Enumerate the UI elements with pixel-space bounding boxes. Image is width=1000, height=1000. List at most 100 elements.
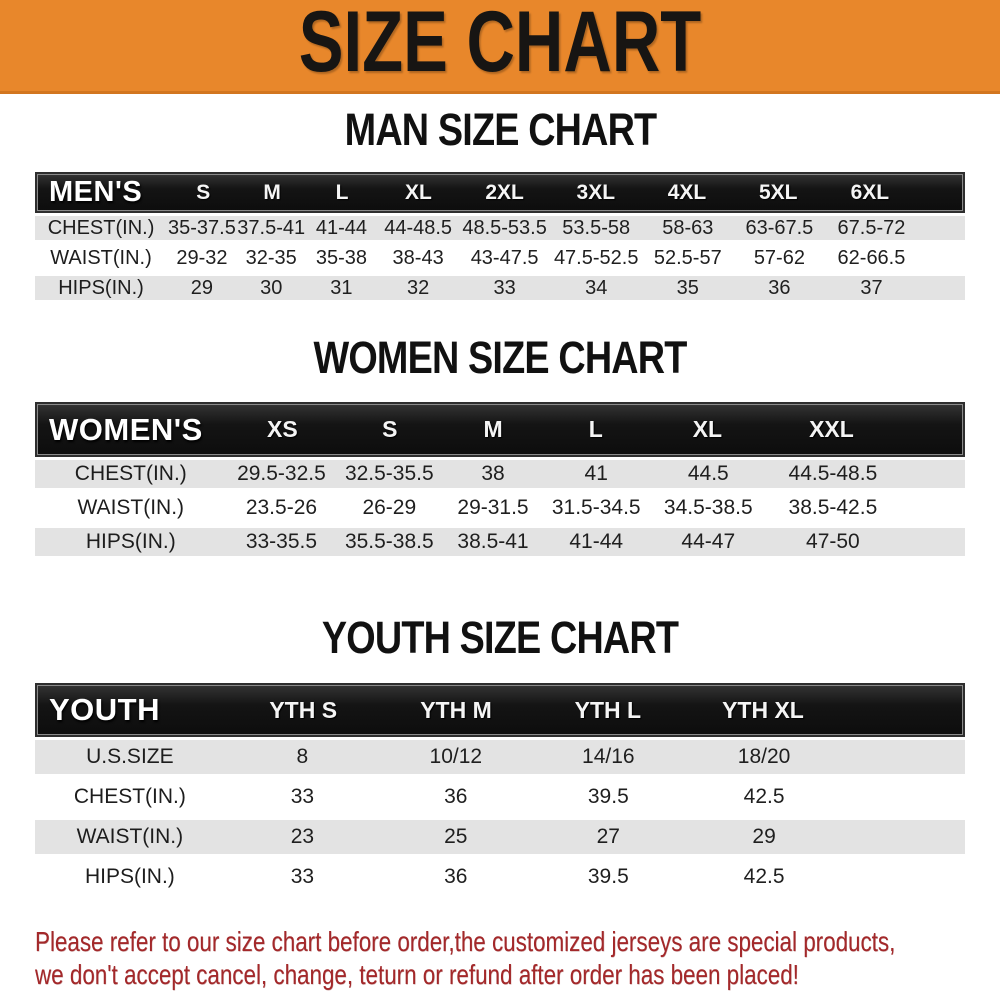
women-size-table: WOMEN'S XS S M L XL XXL CHEST(IN.) 29.5-32.5 32.5… [35,402,965,559]
size-value-cell: 34 [585,276,608,299]
size-value-cell: 18/20 [737,745,791,768]
order-notice-line-1: Please refer to our size chart before or… [35,926,896,957]
table-header-bar: MEN'S S M L XL 2XL 3XL 4XL 5XL 6XL [35,172,965,213]
table-row: HIPS(IN.) 33 36 39.5 42.5 [35,857,965,897]
banner-title: SIZE CHART [298,0,702,90]
size-column-header: M [483,416,503,442]
size-value-cell: 35-38 [315,246,367,269]
youth-size-chart-heading: YOUTH SIZE CHART [0,612,1000,663]
row-label: HIPS(IN.) [85,530,176,553]
size-value-cell: 36 [768,276,791,299]
table-row: HIPS(IN.) 33-35.5 35.5-38.5 38.5-41 41-44 44-… [35,525,965,559]
size-column-header: YTH S [269,696,338,723]
row-label: CHEST(IN.) [74,462,187,485]
women-heading-text: WOMEN SIZE CHART [313,332,688,383]
size-column-header: XS [267,416,298,442]
size-value-cell: 25 [444,825,468,848]
size-value-cell: 23 [290,825,315,848]
youth-size-table: YOUTH YTH S YTH M YTH L YTH XL U.S.SIZE 8 10/12… [35,683,965,897]
table-corner-label: YOUTH [49,692,160,727]
size-value-cell: 35 [676,276,699,299]
size-column-header: 6XL [850,180,890,204]
man-size-chart-heading: MAN SIZE CHART [0,104,1000,155]
size-value-cell: 27 [596,825,620,848]
size-value-cell: 33 [290,865,315,888]
table-row: CHEST(IN.) 29.5-32.5 32.5-35.5 38 41 44.5 44.5… [35,457,965,491]
man-heading-text: MAN SIZE CHART [344,104,656,155]
size-value-cell: 57-62 [753,246,805,269]
table-row: WAIST(IN.) 23.5-26 26-29 29-31.5 31.5-34.5 34… [35,491,965,525]
size-value-cell: 29-31.5 [457,496,529,519]
row-label: CHEST(IN.) [73,785,186,808]
size-value-cell: 31.5-34.5 [551,496,641,519]
size-value-cell: 26-29 [362,496,417,519]
size-value-cell: 39.5 [587,865,629,888]
size-value-cell: 63-67.5 [745,216,814,239]
size-value-cell: 29.5-32.5 [237,462,326,485]
size-value-cell: 38 [481,462,505,485]
size-value-cell: 44-48.5 [384,216,453,239]
table-row: WAIST(IN.) 23 25 27 29 [35,817,965,857]
size-value-cell: 36 [444,785,468,808]
size-value-cell: 10/12 [429,745,483,768]
row-label: HIPS(IN.) [84,865,175,888]
table-header-bar: WOMEN'S XS S M L XL XXL [35,402,965,457]
size-value-cell: 41 [584,462,608,485]
size-value-cell: 58-63 [662,216,714,239]
size-value-cell: 14/16 [582,745,635,768]
size-value-cell: 52.5-57 [653,246,722,269]
size-value-cell: 32 [407,276,430,299]
size-value-cell: 47.5-52.5 [553,246,639,269]
size-value-cell: 35-37.5 [168,216,236,239]
size-value-cell: 39.5 [587,785,629,808]
size-column-header: L [335,180,349,204]
size-column-header: YTH L [574,696,642,723]
size-value-cell: 47-50 [806,530,860,553]
size-value-cell: 43-47.5 [470,246,539,269]
size-column-header: YTH XL [722,696,804,723]
size-value-cell: 33 [493,276,516,299]
size-value-cell: 41-44 [569,530,624,553]
size-value-cell: 44.5 [687,462,729,485]
size-column-header: XL [405,180,432,204]
size-value-cell: 38.5-41 [457,530,529,553]
size-column-header: L [588,416,603,442]
size-column-header: M [263,180,281,204]
row-label: WAIST(IN.) [50,246,152,269]
row-label: HIPS(IN.) [58,276,144,299]
size-value-cell: 44-47 [681,530,736,553]
size-column-header: S [196,180,211,204]
order-notice-line-2: we don't accept cancel, change, teturn o… [35,959,799,990]
size-value-cell: 29 [752,825,776,848]
table-row: CHEST(IN.) 33 36 39.5 42.5 [35,777,965,817]
size-value-cell: 31 [330,276,353,299]
table-row: U.S.SIZE 8 10/12 14/16 18/20 [35,737,965,777]
row-label: U.S.SIZE [86,745,174,768]
table-row: HIPS(IN.) 29 30 31 32 33 34 35 36 37 [35,273,965,303]
youth-heading-text: YOUTH SIZE CHART [321,612,679,663]
size-column-header: XL [692,416,723,442]
size-value-cell: 29-32 [176,246,228,269]
size-value-cell: 37 [860,276,883,299]
size-chart-banner: SIZE CHART [0,0,1000,94]
size-value-cell: 67.5-72 [837,216,906,239]
table-row: CHEST(IN.) 35-37.5 37.5-41 41-44 44-48.5 48.5… [35,213,965,243]
size-value-cell: 38.5-42.5 [788,496,878,519]
size-value-cell: 41-44 [315,216,367,239]
table-header-bar: YOUTH YTH S YTH M YTH L YTH XL [35,683,965,737]
size-value-cell: 30 [260,276,283,299]
size-column-header: S [382,416,398,442]
size-value-cell: 29 [190,276,214,299]
size-column-header: 3XL [576,180,616,204]
size-value-cell: 37.5-41 [237,216,306,239]
size-column-header: YTH M [420,696,492,723]
size-value-cell: 42.5 [743,865,785,888]
size-value-cell: 62-66.5 [837,246,906,269]
size-column-header: XXL [809,416,854,442]
size-value-cell: 33 [290,785,315,808]
size-value-cell: 35.5-38.5 [344,530,434,553]
size-value-cell: 23.5-26 [245,496,318,519]
row-label: WAIST(IN.) [76,825,184,848]
row-label: WAIST(IN.) [77,496,185,519]
size-value-cell: 38-43 [392,246,444,269]
